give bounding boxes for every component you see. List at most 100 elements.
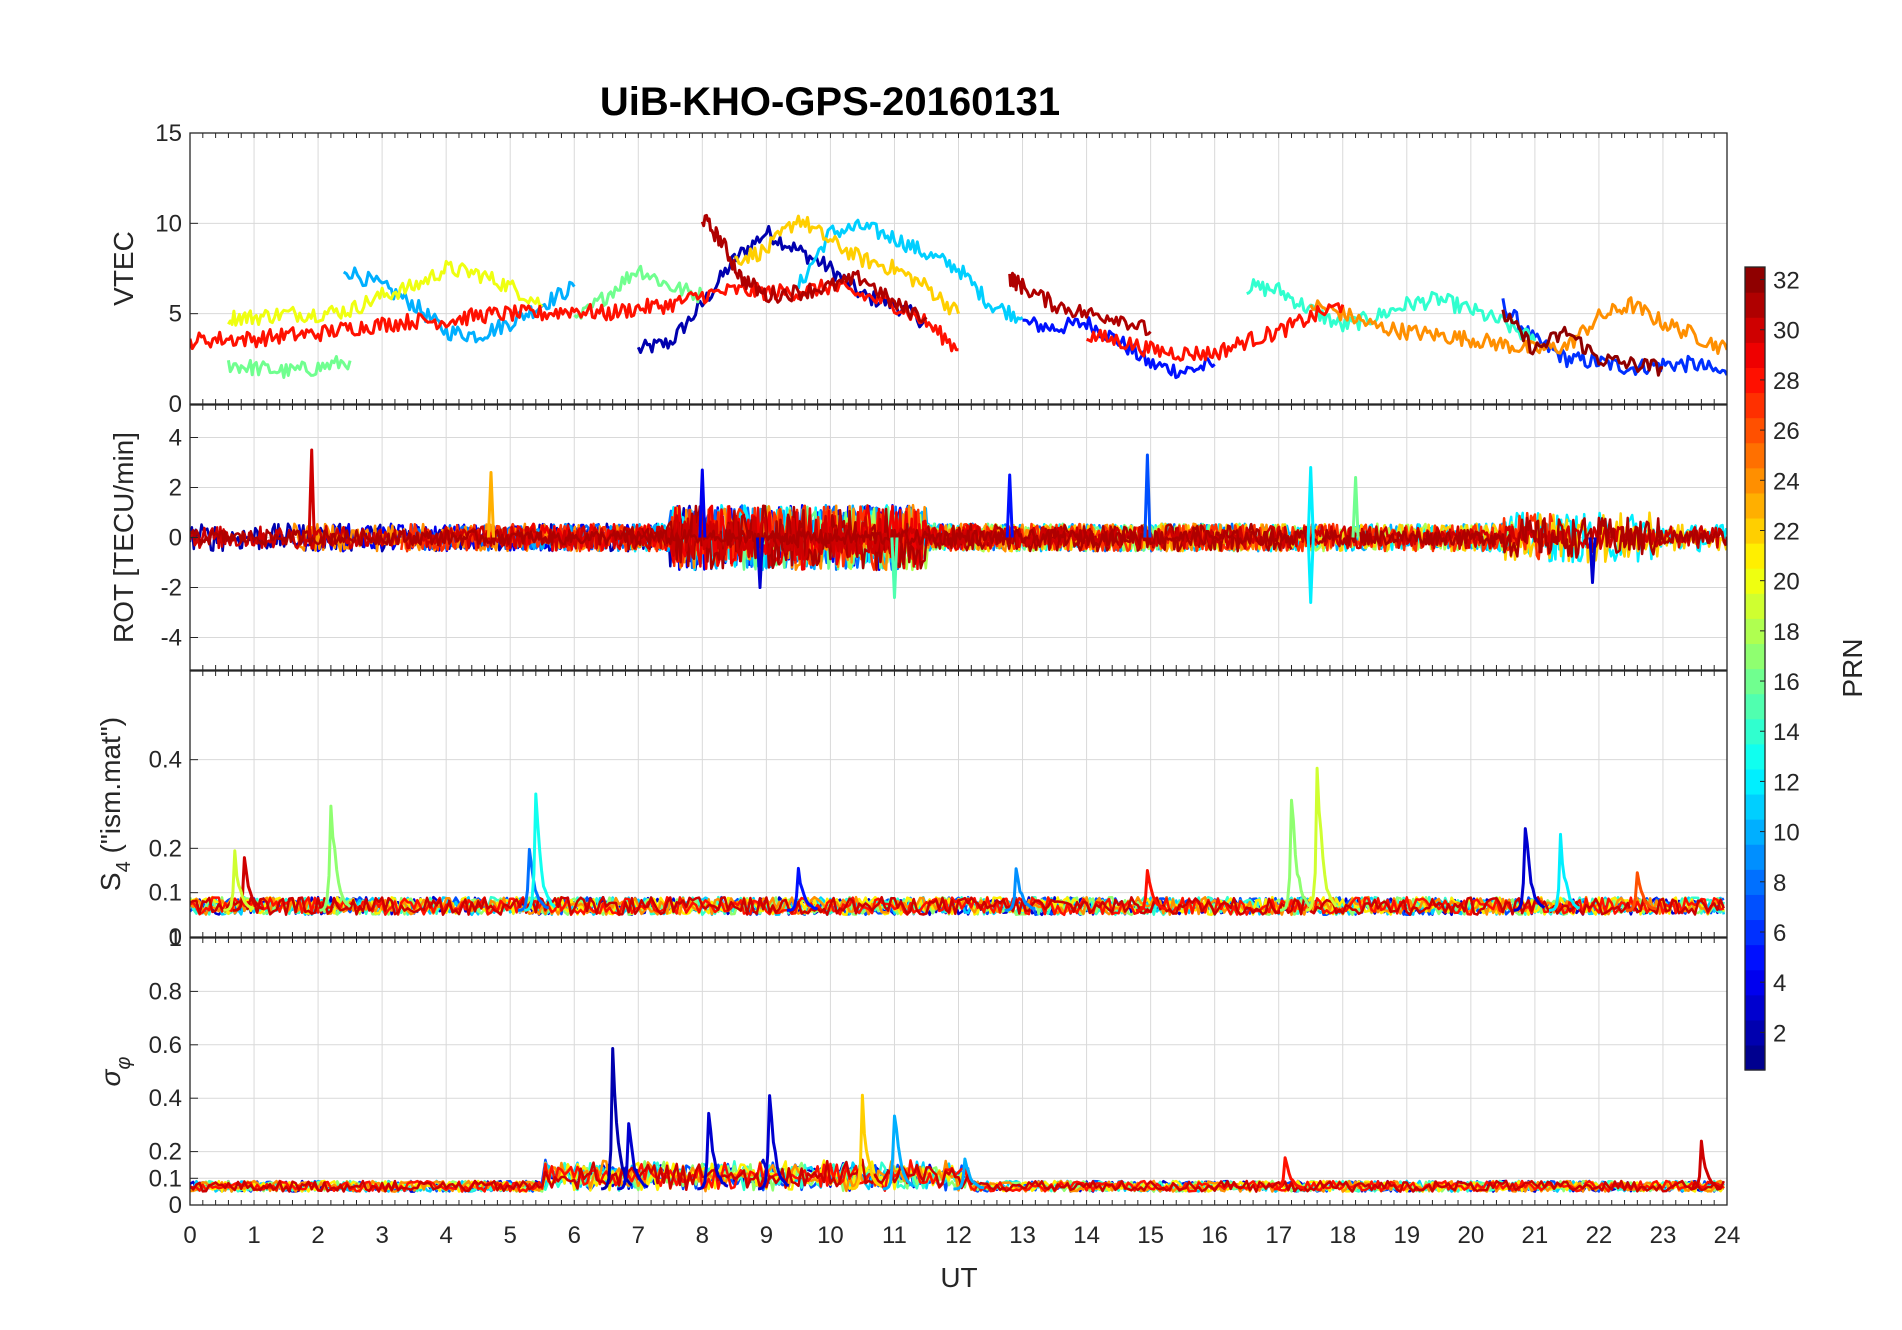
colorbar-tick-label: 28 [1773, 368, 1800, 395]
y-tick-label: 2 [169, 475, 182, 502]
colorbar-swatch [1745, 919, 1765, 946]
y-tick-label: 0 [169, 924, 182, 951]
sigma-phi-series-prn-28 [190, 1159, 1725, 1193]
rot-spike-prn-4 [698, 468, 707, 538]
colorbar-tick-label: 16 [1773, 669, 1800, 696]
y-tick-label: 0.1 [149, 1165, 182, 1192]
colorbar-tick-label: 22 [1773, 518, 1800, 545]
rot-spike-prn-5 [1005, 473, 1014, 538]
y-tick-label: 0.4 [149, 1085, 182, 1112]
y-tick-label: 0.8 [149, 978, 182, 1005]
colorbar-label: PRN [1837, 638, 1868, 697]
y-tick-label: -2 [161, 575, 182, 602]
panel-data [190, 448, 1727, 604]
colorbar-tick-label: 2 [1773, 1020, 1786, 1047]
x-tick-label: 19 [1393, 1222, 1420, 1249]
colorbar-swatch [1745, 944, 1765, 971]
rot-spike-prn-16 [1351, 476, 1360, 538]
colorbar-tick-label: 26 [1773, 418, 1800, 445]
y-tick-label: 0 [169, 391, 182, 418]
vtec-series-prn-14 [1246, 278, 1537, 344]
colorbar-swatch [1745, 342, 1765, 368]
colorbar-frame [1744, 266, 1766, 1071]
y-axis-label: σφ [95, 1057, 135, 1087]
x-tick-label: 14 [1073, 1222, 1100, 1249]
x-tick-label: 13 [1009, 1222, 1036, 1249]
s4-peak-prn-30 [232, 856, 264, 912]
panel-1: 0 5 10 15 VTEC [108, 120, 1728, 418]
x-tick-label: 0 [183, 1222, 196, 1249]
colorbar-swatch [1745, 969, 1765, 996]
vtec-series-prn-16 [226, 355, 352, 379]
s4-peak-prn-12 [1548, 832, 1580, 912]
panel-data [190, 1047, 1725, 1193]
vtec-series-prn-16 [573, 264, 704, 320]
x-tick-label: 12 [945, 1222, 972, 1249]
colorbar-swatch [1745, 793, 1765, 820]
x-tick-label: 23 [1650, 1222, 1677, 1249]
vtec-series-prn-6 [1501, 298, 1727, 376]
colorbar-swatch [1745, 668, 1765, 695]
y-tick-label: 0 [169, 525, 182, 552]
panel-2: -4 -2 0 2 4 ROT [TECU/min] [108, 404, 1728, 671]
x-tick-label: 6 [568, 1222, 581, 1249]
y-tick-label: 4 [169, 425, 182, 452]
colorbar-swatch [1745, 768, 1765, 795]
y-tick-label: 0.2 [149, 1139, 182, 1166]
rot-spike-prn-12 [1306, 537, 1315, 604]
vtec-series-prn-10 [342, 266, 576, 344]
panel-data [190, 213, 1727, 380]
y-tick-label: 5 [169, 301, 182, 328]
colorbar-swatch [1745, 417, 1765, 444]
colorbar-tick-label: 8 [1773, 870, 1786, 897]
rot-spike-prn-7 [1143, 453, 1152, 538]
panel-data [190, 766, 1726, 917]
colorbar-tick-label: 10 [1773, 820, 1800, 847]
colorbar-swatch [1745, 994, 1765, 1021]
sigma-phi-peak-prn-3 [697, 1111, 729, 1191]
rot-spike-prn-12 [1306, 466, 1315, 538]
rot-spike-prn-30 [307, 448, 316, 538]
sigma-phi-peak-prn-22 [850, 1093, 883, 1191]
sigma-phi-peak-prn-3 [757, 1094, 790, 1191]
rot-spike-prn-15 [890, 537, 899, 599]
y-tick-label: 0.6 [149, 1032, 182, 1059]
sigma-phi-peak-prn-10 [882, 1114, 915, 1191]
s4-peak-prn-19 [223, 849, 255, 912]
rot-series-prn-30 [190, 514, 1727, 561]
x-tick-label: 15 [1137, 1222, 1164, 1249]
colorbar-swatch [1745, 869, 1765, 895]
x-tick-label: 24 [1714, 1222, 1741, 1249]
s4-peak-prn-26 [1625, 871, 1658, 912]
y-tick-label: 15 [155, 120, 182, 147]
y-tick-label: 10 [155, 210, 182, 237]
y-tick-label: 0 [169, 1192, 182, 1219]
x-tick-label: 4 [439, 1222, 452, 1249]
colorbar-swatch [1745, 693, 1765, 720]
colorbar-swatch [1745, 317, 1765, 343]
s4-peak-prn-17 [319, 804, 352, 912]
colorbar-swatch [1745, 292, 1765, 318]
rot-series-prn-31 [190, 516, 1727, 559]
x-axis: 0 1 2 3 4 5 6 7 8 9 10 11 12 13 14 15 16 17 18 19 20 21 22 23 24 [183, 1222, 1740, 1249]
colorbar-tick-label: 20 [1773, 569, 1800, 596]
colorbar-swatch [1745, 819, 1765, 845]
x-tick-label: 7 [632, 1222, 645, 1249]
colorbar-tick-label: 30 [1773, 318, 1800, 345]
x-tick-label: 5 [504, 1222, 517, 1249]
vtec-series-prn-31 [1008, 271, 1152, 337]
y-tick-label: 1 [169, 925, 182, 952]
rot-spike-prn-3 [1588, 537, 1597, 584]
colorbar-swatch [1745, 718, 1765, 745]
y-tick-label: 0.4 [149, 747, 182, 774]
x-tick-label: 16 [1201, 1222, 1228, 1249]
colorbar-tick-label: 32 [1773, 268, 1800, 295]
vtec-series-prn-32 [1501, 309, 1664, 377]
colorbar-swatch [1745, 367, 1765, 394]
colorbar-swatch [1745, 618, 1765, 645]
colorbar-swatch [1745, 467, 1765, 494]
y-axis-label: VTEC [108, 231, 139, 306]
x-tick-label: 11 [882, 1222, 907, 1249]
colorbar-swatch [1745, 492, 1765, 519]
